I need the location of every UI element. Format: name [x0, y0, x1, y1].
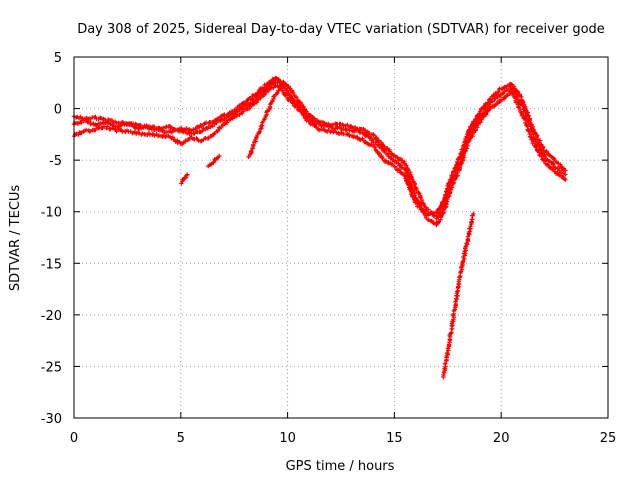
series-markers — [441, 211, 476, 380]
y-tick-label: -20 — [41, 309, 62, 324]
chart-title: Day 308 of 2025, Sidereal Day-to-day VTE… — [77, 22, 605, 37]
plot-frame — [73, 56, 609, 419]
ticks: 0 5 10 15 20 25 5 0 -5 -10 -15 -20 -25 -30 — [41, 51, 617, 446]
x-tick-label: 0 — [70, 431, 78, 446]
series-short-segment-early — [179, 172, 190, 186]
y-tick-label: 0 — [54, 103, 62, 118]
series-rise-segment-morning — [246, 79, 286, 160]
series-markers — [179, 172, 190, 186]
series-markers — [246, 79, 286, 160]
y-axis-label: SDTVAR / TECUs — [8, 185, 23, 292]
y-tick-label: -30 — [41, 412, 62, 427]
x-tick-label: 15 — [386, 431, 403, 446]
y-tick-label: 5 — [54, 51, 62, 66]
y-tick-label: -10 — [41, 206, 62, 221]
series-short-segment-mid — [206, 153, 222, 169]
x-tick-label: 10 — [279, 431, 296, 446]
series-markers — [206, 153, 222, 169]
x-tick-label: 20 — [493, 431, 510, 446]
y-tick-label: -25 — [41, 360, 62, 375]
y-tick-label: -5 — [49, 154, 62, 169]
x-axis-label: GPS time / hours — [286, 459, 395, 474]
x-tick-label: 5 — [177, 431, 185, 446]
series-steep-outlier-segment — [441, 211, 476, 380]
x-tick-label: 25 — [600, 431, 617, 446]
y-tick-label: -15 — [41, 257, 62, 272]
